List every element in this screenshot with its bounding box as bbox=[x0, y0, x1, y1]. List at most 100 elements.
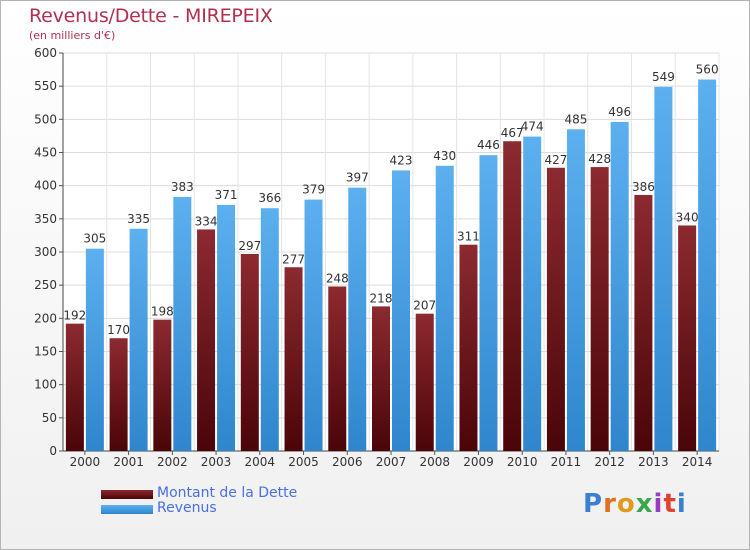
bar-debt bbox=[590, 167, 609, 452]
data-label-debt: 170 bbox=[107, 323, 130, 337]
data-label-revenue: 485 bbox=[564, 112, 587, 126]
data-label-revenue: 446 bbox=[477, 138, 500, 152]
bar-debt bbox=[634, 194, 653, 451]
bar-revenue bbox=[566, 129, 585, 452]
bar-revenue bbox=[85, 248, 104, 451]
logo-letter: x bbox=[635, 489, 654, 519]
data-label-debt: 218 bbox=[370, 291, 393, 305]
bar-debt bbox=[65, 323, 84, 451]
bar-revenue bbox=[698, 79, 717, 452]
data-label-revenue: 496 bbox=[608, 105, 631, 119]
data-label-debt: 248 bbox=[326, 271, 349, 285]
x-tick-label: 2002 bbox=[157, 455, 188, 469]
data-label-revenue: 474 bbox=[521, 120, 544, 134]
data-label-debt: 198 bbox=[151, 305, 174, 319]
data-label-revenue: 371 bbox=[215, 188, 238, 202]
data-label-debt: 311 bbox=[457, 230, 480, 244]
x-tick-label: 2000 bbox=[70, 455, 101, 469]
x-tick-label: 2014 bbox=[682, 455, 713, 469]
data-label-revenue: 430 bbox=[433, 149, 456, 163]
data-label-debt: 467 bbox=[501, 126, 524, 140]
y-tick-label: 0 bbox=[49, 444, 57, 458]
data-label-revenue: 379 bbox=[302, 183, 325, 197]
legend-label-debt: Montant de la Dette bbox=[157, 485, 298, 501]
bar-debt bbox=[372, 306, 390, 451]
bar-debt bbox=[197, 229, 216, 451]
bar-debt bbox=[109, 338, 128, 451]
data-label-revenue: 549 bbox=[652, 70, 675, 84]
axes: 0 50 100 150 200 250 300 350 400 450 500 550 600 2000… bbox=[34, 46, 719, 469]
data-label-debt: 340 bbox=[676, 210, 699, 224]
data-label-debt: 428 bbox=[588, 152, 611, 166]
bar-revenue bbox=[523, 136, 542, 451]
x-tick-label: 2001 bbox=[113, 455, 144, 469]
bar-debt bbox=[459, 244, 478, 451]
bar-revenue bbox=[217, 204, 236, 451]
x-tick-label: 2012 bbox=[594, 455, 625, 469]
chart-subtitle: (en milliers d'€) bbox=[29, 29, 116, 42]
x-tick-label: 2005 bbox=[288, 455, 319, 469]
chart-title: Revenus/Dette - MIREPEIX bbox=[29, 5, 273, 27]
data-label-revenue: 335 bbox=[127, 212, 150, 226]
bar-revenue bbox=[479, 155, 498, 452]
logo-letter: o bbox=[616, 489, 636, 519]
x-tick-label: 2008 bbox=[419, 455, 450, 469]
y-tick-label: 150 bbox=[34, 345, 57, 359]
y-tick-label: 100 bbox=[34, 378, 57, 392]
y-tick-label: 200 bbox=[34, 311, 57, 325]
data-label-revenue: 305 bbox=[83, 232, 106, 246]
bar-debt bbox=[546, 167, 565, 452]
y-tick-label: 350 bbox=[34, 212, 57, 226]
legend-label-revenue: Revenus bbox=[157, 500, 217, 516]
bar-debt bbox=[284, 267, 303, 451]
y-tick-label: 50 bbox=[42, 411, 57, 425]
y-tick-label: 500 bbox=[34, 112, 57, 126]
x-tick-label: 2010 bbox=[507, 455, 538, 469]
x-tick-label: 2007 bbox=[376, 455, 407, 469]
logo-letter: r bbox=[603, 489, 617, 519]
bar-revenue bbox=[348, 187, 367, 451]
y-tick-label: 450 bbox=[34, 146, 57, 160]
legend-swatch-debt bbox=[101, 490, 153, 499]
y-tick-label: 550 bbox=[34, 79, 57, 93]
x-tick-label: 2011 bbox=[551, 455, 582, 469]
data-label-debt: 207 bbox=[413, 299, 436, 313]
data-label-revenue: 397 bbox=[346, 171, 369, 185]
logo-letter: i bbox=[676, 489, 687, 519]
data-label-debt: 192 bbox=[63, 309, 86, 323]
y-tick-label: 250 bbox=[34, 278, 57, 292]
logo-letter: P bbox=[583, 489, 604, 519]
bar-debt bbox=[415, 313, 434, 451]
logo-letter: t bbox=[663, 489, 677, 519]
logo-letter: i bbox=[653, 489, 664, 519]
bar-revenue bbox=[435, 165, 454, 451]
data-label-revenue: 366 bbox=[258, 191, 281, 205]
legend-swatch-revenue bbox=[101, 505, 153, 514]
bar-debt bbox=[503, 141, 522, 451]
x-tick-label: 2006 bbox=[332, 455, 363, 469]
bar-debt bbox=[240, 253, 259, 451]
x-tick-label: 2009 bbox=[463, 455, 494, 469]
data-label-revenue: 560 bbox=[696, 63, 719, 77]
data-label-debt: 427 bbox=[544, 153, 567, 167]
proxiti-logo: Proxiti bbox=[583, 489, 687, 519]
bar-revenue bbox=[304, 199, 323, 451]
data-label-debt: 386 bbox=[632, 180, 655, 194]
gridlines bbox=[62, 52, 720, 452]
y-tick-label: 300 bbox=[34, 245, 57, 259]
data-label-revenue: 383 bbox=[171, 180, 194, 194]
data-label-debt: 334 bbox=[195, 214, 218, 228]
bar-revenue bbox=[173, 196, 192, 451]
bar-revenue bbox=[610, 121, 629, 451]
bars bbox=[65, 79, 717, 452]
data-label-revenue: 423 bbox=[390, 153, 413, 167]
x-tick-label: 2003 bbox=[201, 455, 232, 469]
bar-debt bbox=[678, 225, 697, 451]
bar-revenue bbox=[260, 208, 279, 451]
data-label-debt: 297 bbox=[238, 239, 261, 253]
x-tick-label: 2013 bbox=[638, 455, 669, 469]
bar-revenue bbox=[654, 86, 673, 451]
bar-debt bbox=[153, 319, 172, 451]
